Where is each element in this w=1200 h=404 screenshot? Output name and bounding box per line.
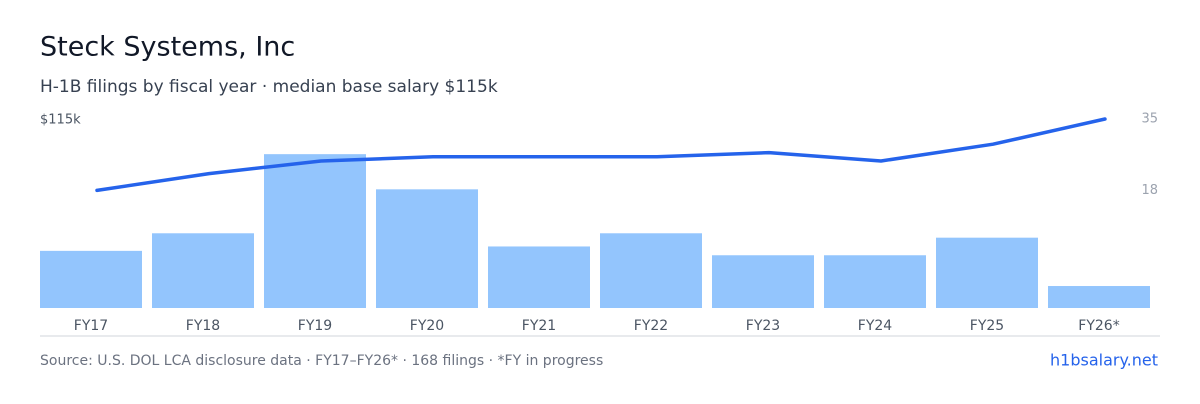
annotation: $115k: [40, 113, 81, 128]
bar: [600, 233, 702, 308]
x-tick-label: FY25: [970, 318, 1004, 334]
x-tick-label: FY20: [410, 318, 444, 334]
bar: [152, 233, 254, 308]
x-tick-label: FY18: [186, 318, 220, 334]
y2-tick-label: 35: [1141, 112, 1158, 127]
chart-subtitle: H-1B filings by fiscal year · median bas…: [40, 77, 498, 97]
bar: [264, 154, 366, 308]
x-tick-label: FY26*: [1078, 318, 1119, 334]
line: [95, 117, 1107, 193]
x-tick-label: FY24: [858, 318, 893, 334]
bar: [936, 237, 1038, 308]
bar: [712, 255, 814, 308]
bar: [1048, 286, 1150, 308]
bar: [824, 255, 926, 308]
y2-tick-label: 18: [1141, 183, 1158, 198]
x-tick-label: FY17: [74, 318, 108, 334]
bar: [376, 189, 478, 308]
x-tick-label: FY21: [522, 318, 556, 334]
x-tick-label: FY22: [634, 318, 668, 334]
x-tick-label: FY23: [746, 318, 780, 334]
bar: [488, 246, 590, 308]
chart-title: Steck Systems, Inc: [40, 32, 295, 63]
source: Source: U.S. DOL LCA disclosure data · F…: [40, 353, 603, 369]
link[interactable]: h1bsalary.net: [1050, 351, 1158, 370]
bar: [40, 250, 142, 308]
x-tick-label: FY19: [298, 318, 332, 334]
